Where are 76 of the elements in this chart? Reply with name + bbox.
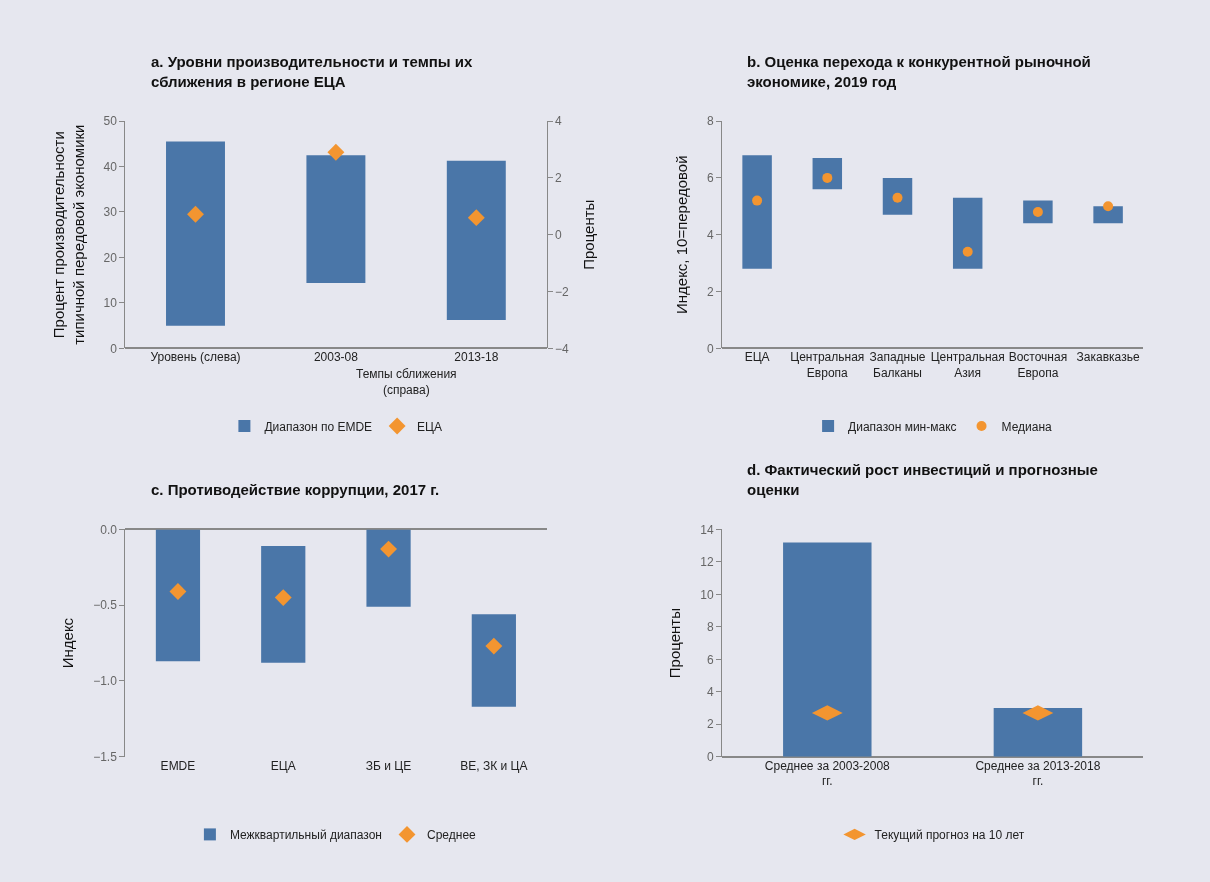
y-tick-label: −1.5 [93,749,118,764]
x-tick-label: Центральная Азия [930,350,1005,380]
text: Темпы сближения (справа) [356,367,457,397]
bar [952,197,983,269]
y-tick-label: 30 [103,205,118,220]
bar [1093,206,1123,224]
y-tick-label: 4 [706,685,714,699]
x-tick-label: ЗБ и ЦЕ [365,758,412,773]
chart-title: c. Противодействие коррупции, 2017 г. [151,481,440,498]
point [962,246,973,257]
y2-tick-label: 4 [554,114,562,129]
y-tick-label: 10 [103,296,118,311]
x-tick-label: EMDE [160,758,196,773]
y-tick-label: 12 [700,555,714,570]
y-axis-title: Процент производительности типичной передовой экономики [50,124,87,345]
y2-tick-label: −2 [554,284,569,299]
x-tick-label: 2013-18 [454,350,499,365]
legend-label: Диапазон мин-макс [848,419,957,434]
y-axis-title: Индекс, 10=передовой [673,155,691,315]
bar [155,529,201,662]
chart-title: b. Оценка перехода к конкурентной рыночной экономике, 2019 год [747,53,1091,90]
bar [261,546,306,663]
y-tick-label: 50 [103,114,118,129]
bar [882,177,913,215]
legend-label: Межквартильный диапазон [229,828,383,843]
y-tick-label: 2 [706,284,714,299]
y-tick-label: 4 [706,227,714,242]
y-tick-label: 0 [706,749,714,764]
legend-label: Медиана [1001,419,1053,434]
x-tick-label: Уровень (слева) [150,350,241,365]
x-tick-label: Среднее за 2013-2018 гг. [975,758,1101,789]
y-axis-title: Индекс [59,617,77,669]
y-tick-label: 6 [706,652,714,667]
y-tick-label: 14 [700,522,714,537]
legend-label: ЕЦА [417,419,443,434]
y-tick-label: 20 [103,250,118,265]
y2-tick-label: 0 [554,227,562,242]
x-tick-label: ВЕ, ЗК и ЦА [460,758,528,773]
x-tick-label: Центральная Европа [790,350,865,380]
y2-tick-label: 2 [554,171,562,186]
x-tick-label: Среднее за 2003-2008 гг. [764,758,891,789]
y2-tick-label: −4 [554,341,569,356]
y-tick-label: −1.0 [93,674,118,689]
point [1103,201,1114,212]
legend-label: Диапазон по EMDE [264,419,373,434]
chart-title: a. Уровни производительности и темпы их сближения в регионе ЕЦА [151,53,473,90]
chart-title: d. Фактический рост инвестиций и прогнозные оценки [747,461,1098,498]
y-tick-label: 0 [110,341,118,356]
x-tick-label: 2003-08 [313,350,359,365]
y-tick-label: 10 [700,587,714,602]
bar [812,157,843,190]
x-tick-label: Западные Балканы [869,350,926,380]
y2-axis-title: Проценты [579,199,597,270]
y-tick-label: 0 [706,341,714,356]
bar [742,155,772,269]
point [169,583,187,600]
y-axis-title: Проценты [666,607,684,679]
y-tick-label: 6 [706,171,714,186]
point [752,195,763,206]
point [380,540,397,558]
x-tick-label: Восточная Европа [1008,350,1068,380]
x-tick-label: Закавказье [1076,350,1140,365]
x-tick-label: ЕЦА [270,758,296,773]
point [274,589,292,607]
y-tick-label: 2 [706,717,714,732]
legend-label: Среднее [427,828,477,843]
y-tick-label: 8 [706,114,714,129]
y-tick-label: 8 [706,620,714,635]
y-tick-label: −0.5 [93,598,118,613]
bar [471,614,516,707]
point [485,637,503,655]
bar [366,529,411,607]
legend-label: Текущий прогноз на 10 лет [874,828,1025,843]
x-tick-label: ЕЦА [744,350,770,365]
y-tick-label: 40 [103,159,118,174]
y-tick-label: 0.0 [100,522,118,537]
